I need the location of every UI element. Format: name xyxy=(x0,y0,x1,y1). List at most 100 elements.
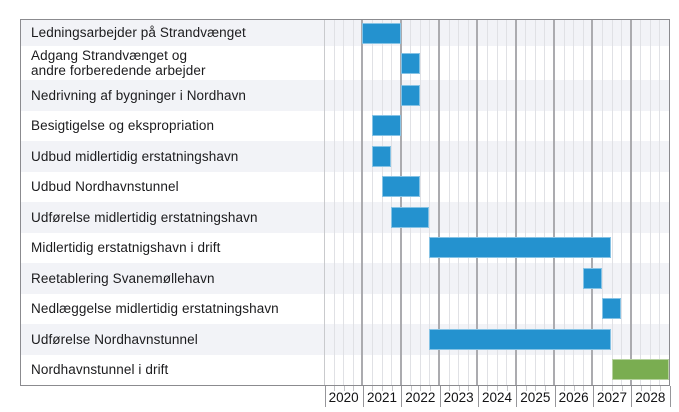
axis-quarter-tick xyxy=(334,385,336,391)
task-bar xyxy=(582,267,602,289)
task-label: Udbud Nordhavnstunnel xyxy=(31,179,179,194)
task-bar xyxy=(400,84,420,106)
axis-year-separator xyxy=(631,385,633,407)
axis-quarter-tick xyxy=(343,385,345,391)
axis-quarter-tick xyxy=(497,385,498,391)
axis-quarter-tick xyxy=(506,385,508,391)
grid-line-quarter xyxy=(333,20,335,385)
task-bar xyxy=(362,22,401,44)
grid-line-year xyxy=(629,20,632,385)
grid-line-quarter xyxy=(582,20,584,385)
task-label: Udførelse midlertidig erstatningshavn xyxy=(31,209,258,225)
grid-line-year xyxy=(476,20,479,385)
grid-line-quarter xyxy=(448,20,450,385)
grid-line-year xyxy=(591,20,594,385)
axis-quarter-tick xyxy=(449,385,451,391)
task-label: Midlertidig erstatnigshavn i drift xyxy=(31,240,221,255)
axis-quarter-tick xyxy=(640,385,642,391)
grid-line-quarter xyxy=(419,20,421,385)
grid-line-quarter xyxy=(429,20,431,385)
axis-quarter-tick xyxy=(353,385,355,391)
axis-quarter-tick xyxy=(372,385,374,391)
axis-year-label: 2023 xyxy=(443,389,474,405)
axis-quarter-tick xyxy=(650,385,652,391)
grid-line-quarter xyxy=(410,20,412,385)
grid-line-quarter xyxy=(601,20,603,385)
axis-quarter-tick xyxy=(468,385,470,391)
axis-quarter-tick xyxy=(564,385,566,391)
axis-year-separator xyxy=(554,385,556,407)
grid-line-quarter xyxy=(640,20,642,385)
axis-quarter-tick xyxy=(410,385,412,391)
task-label: Nedrivning af bygninger i Nordhavn xyxy=(31,87,247,103)
task-label: Udbud midlertidig erstatningshavn xyxy=(31,148,239,164)
task-label: Nordhavnstunnel i drift xyxy=(31,362,169,377)
axis-year-label: 2025 xyxy=(520,389,551,405)
grid-line-quarter xyxy=(621,20,623,385)
axis-quarter-tick xyxy=(583,385,585,391)
axis-year-separator xyxy=(592,385,594,407)
grid-line-quarter xyxy=(525,20,527,385)
axis-quarter-tick xyxy=(612,385,613,391)
axis-year-separator xyxy=(324,385,326,407)
task-bar xyxy=(429,328,612,350)
axis-year-label: 2020 xyxy=(328,389,359,405)
grid-line-quarter xyxy=(343,20,345,385)
grid-line-year xyxy=(361,20,364,385)
task-bar xyxy=(400,52,420,74)
axis-quarter-tick xyxy=(525,385,527,391)
grid-line-quarter xyxy=(352,20,354,385)
grid-line-year xyxy=(399,20,402,385)
task-label: Udførelse Nordhavnstunnel xyxy=(31,331,198,347)
task-bar xyxy=(429,237,612,259)
axis-quarter-tick xyxy=(602,385,604,391)
axis-year-separator xyxy=(477,385,479,407)
grid-line-quarter xyxy=(611,20,613,385)
axis-quarter-tick xyxy=(391,385,393,391)
grid-line-year xyxy=(438,20,440,385)
axis-quarter-tick xyxy=(535,385,537,391)
label-column-divider xyxy=(324,20,325,385)
grid-line-quarter xyxy=(381,20,383,385)
task-bar xyxy=(391,206,430,228)
task-label: Ledningsarbejder på Strandvænget xyxy=(31,25,246,41)
axis-year-separator xyxy=(439,385,441,407)
axis-quarter-tick xyxy=(621,385,623,391)
row-band xyxy=(21,80,669,111)
grid-line-quarter xyxy=(563,20,565,385)
grid-line-year xyxy=(553,20,555,385)
grid-line-quarter xyxy=(659,20,661,385)
axis-quarter-tick xyxy=(544,385,546,391)
task-label: Adgang Strandvænget og andre forberedend… xyxy=(31,47,206,79)
grid-line-quarter xyxy=(458,20,460,385)
axis-year-label: 2021 xyxy=(366,389,398,405)
axis-quarter-tick xyxy=(420,385,422,391)
axis-year-label: 2026 xyxy=(558,389,589,405)
task-label: Besigtigelse og ekspropriation xyxy=(31,118,215,133)
task-bar xyxy=(371,145,392,167)
axis-quarter-tick xyxy=(458,385,460,391)
axis-year-separator xyxy=(669,385,671,407)
axis-year-separator xyxy=(516,385,518,407)
axis-quarter-tick xyxy=(659,385,661,391)
task-label: Reetablering Svanemøllehavn xyxy=(31,270,215,286)
axis-year-separator xyxy=(362,385,364,407)
grid-line-quarter xyxy=(534,20,536,385)
axis-year-label: 2028 xyxy=(635,389,666,405)
grid-line-quarter xyxy=(544,20,546,385)
row-band xyxy=(21,20,669,46)
grid-line-quarter xyxy=(371,20,373,385)
row-band xyxy=(21,141,669,172)
axis-quarter-tick xyxy=(487,385,489,391)
axis-quarter-tick xyxy=(573,385,575,391)
axis-year-label: 2022 xyxy=(405,389,436,405)
grid-line-year xyxy=(514,20,517,385)
chart-plot-area: Ledningsarbejder på Strandvænget Adgang S… xyxy=(20,19,670,386)
axis-year-label: 2027 xyxy=(596,389,628,405)
axis-year-separator xyxy=(401,385,403,407)
task-bar xyxy=(381,176,420,198)
grid-line-quarter xyxy=(391,20,393,385)
axis-year-label: 2024 xyxy=(481,389,513,405)
row-band xyxy=(21,202,669,233)
